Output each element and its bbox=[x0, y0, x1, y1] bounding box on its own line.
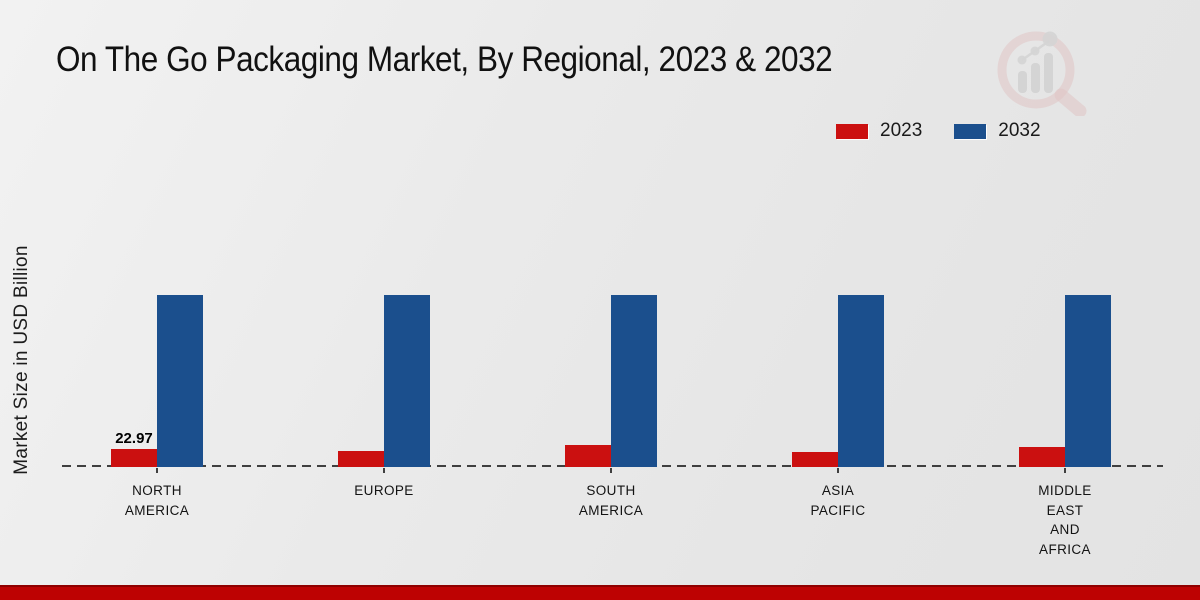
bar-2023-europe bbox=[338, 451, 384, 467]
x-category-label-north-america: NORTH AMERICA bbox=[124, 483, 190, 518]
bar-2032-europe bbox=[384, 295, 430, 467]
x-category-label-middle-east-and-africa: MIDDLE EAST AND AFRICA bbox=[1038, 483, 1092, 557]
bar-2032-middle-east-and-africa bbox=[1065, 295, 1111, 467]
legend-swatch-2032-icon bbox=[954, 123, 987, 139]
legend-item-2032: 2032 bbox=[954, 120, 1041, 142]
y-axis-label: Market Size in USD Billion bbox=[11, 245, 32, 475]
legend: 2023 2032 bbox=[836, 120, 1041, 142]
x-axis-tick-south-america bbox=[610, 468, 612, 473]
bottom-accent-bar bbox=[0, 585, 1200, 600]
bar-2023-asia-pacific bbox=[792, 452, 838, 467]
x-category-label-europe: EUROPE bbox=[354, 483, 414, 498]
x-axis-tick-north-america bbox=[156, 468, 158, 473]
bar-2023-middle-east-and-africa bbox=[1019, 447, 1065, 467]
brand-watermark-icon bbox=[988, 26, 1092, 121]
bar-value-label-2023-north-america: 22.97 bbox=[115, 430, 153, 447]
bar-2032-asia-pacific bbox=[838, 295, 884, 467]
bar-2023-north-america bbox=[111, 449, 157, 467]
bar-2023-south-america bbox=[565, 445, 611, 467]
x-category-label-asia-pacific: ASIA PACIFIC bbox=[810, 483, 866, 518]
bar-2032-south-america bbox=[611, 295, 657, 467]
x-axis-tick-asia-pacific bbox=[837, 468, 839, 473]
legend-swatch-2023-icon bbox=[836, 123, 868, 139]
legend-item-2023: 2023 bbox=[836, 120, 922, 142]
legend-label-2032: 2032 bbox=[998, 120, 1041, 141]
x-axis-tick-europe bbox=[383, 468, 385, 473]
x-category-label-south-america: SOUTH AMERICA bbox=[578, 483, 644, 518]
bar-2032-north-america bbox=[157, 295, 203, 467]
page-title: On The Go Packaging Market, By Regional,… bbox=[56, 40, 833, 79]
x-axis-tick-middle-east-and-africa bbox=[1064, 468, 1066, 473]
legend-label-2023: 2023 bbox=[880, 120, 923, 141]
